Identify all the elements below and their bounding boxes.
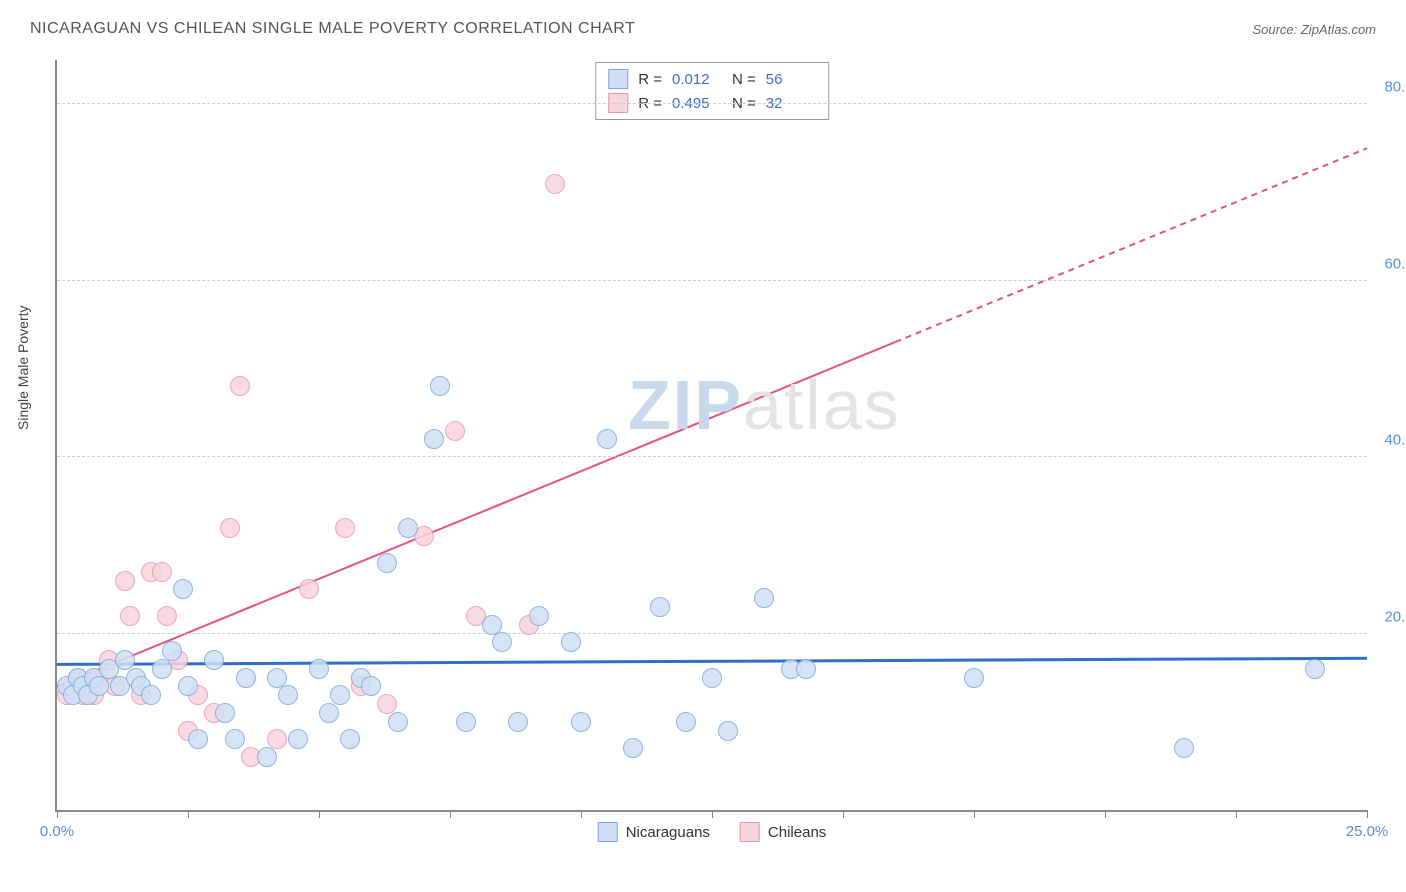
x-tick — [712, 810, 713, 818]
r-value-nicaraguans: 0.012 — [672, 71, 722, 88]
data-point — [796, 659, 816, 679]
data-point — [120, 606, 140, 626]
y-tick-label: 20.0% — [1384, 608, 1406, 625]
y-axis-label: Single Male Poverty — [15, 305, 31, 430]
x-tick — [1105, 810, 1106, 818]
bottom-legend: Nicaraguans Chileans — [598, 822, 827, 842]
data-point — [215, 703, 235, 723]
data-point — [225, 729, 245, 749]
legend-item-chileans: Chileans — [740, 822, 826, 842]
data-point — [157, 606, 177, 626]
data-point — [1174, 738, 1194, 758]
data-point — [571, 712, 591, 732]
data-point — [398, 518, 418, 538]
x-tick — [581, 810, 582, 818]
data-point — [330, 685, 350, 705]
watermark-atlas: atlas — [743, 366, 901, 444]
data-point — [220, 518, 240, 538]
legend-item-nicaraguans: Nicaraguans — [598, 822, 710, 842]
trend-lines-svg — [57, 60, 1367, 810]
data-point — [115, 571, 135, 591]
data-point — [288, 729, 308, 749]
gridline — [57, 103, 1367, 104]
data-point — [445, 421, 465, 441]
x-tick-label: 0.0% — [40, 823, 74, 840]
data-point — [545, 174, 565, 194]
data-point — [230, 376, 250, 396]
data-point — [597, 429, 617, 449]
data-point — [335, 518, 355, 538]
legend-swatch-nicaraguans-icon — [598, 822, 618, 842]
y-tick-label: 40.0% — [1384, 432, 1406, 449]
data-point — [377, 553, 397, 573]
watermark: ZIPatlas — [628, 365, 901, 445]
data-point — [141, 685, 161, 705]
data-point — [340, 729, 360, 749]
chart-title: NICARAGUAN VS CHILEAN SINGLE MALE POVERT… — [30, 20, 635, 38]
data-point — [361, 676, 381, 696]
data-point — [650, 597, 670, 617]
data-point — [561, 632, 581, 652]
data-point — [718, 721, 738, 741]
x-tick — [1367, 810, 1368, 818]
r-label: R = — [638, 71, 662, 88]
legend-swatch-chileans-icon — [740, 822, 760, 842]
n-value-nicaraguans: 56 — [766, 71, 816, 88]
data-point — [1305, 659, 1325, 679]
gridline — [57, 633, 1367, 634]
data-point — [188, 729, 208, 749]
data-point — [623, 738, 643, 758]
data-point — [173, 579, 193, 599]
y-tick-label: 60.0% — [1384, 255, 1406, 272]
data-point — [162, 641, 182, 661]
watermark-zip: ZIP — [628, 366, 743, 444]
data-point — [424, 429, 444, 449]
data-point — [299, 579, 319, 599]
data-point — [152, 562, 172, 582]
data-point — [529, 606, 549, 626]
x-tick — [843, 810, 844, 818]
chart-plot-area: R = 0.012 N = 56 R = 0.495 N = 32 ZIPatl… — [55, 60, 1367, 812]
data-point — [236, 668, 256, 688]
x-tick — [450, 810, 451, 818]
data-point — [430, 376, 450, 396]
data-point — [754, 588, 774, 608]
data-point — [267, 729, 287, 749]
data-point — [89, 676, 109, 696]
x-tick — [57, 810, 58, 818]
data-point — [257, 747, 277, 767]
swatch-nicaraguans-icon — [608, 69, 628, 89]
data-point — [508, 712, 528, 732]
gridline — [57, 456, 1367, 457]
x-tick — [319, 810, 320, 818]
data-point — [152, 659, 172, 679]
data-point — [204, 650, 224, 670]
data-point — [964, 668, 984, 688]
x-tick — [188, 810, 189, 818]
n-label: N = — [732, 71, 756, 88]
x-tick-label: 25.0% — [1346, 823, 1389, 840]
data-point — [388, 712, 408, 732]
data-point — [319, 703, 339, 723]
data-point — [492, 632, 512, 652]
x-tick — [1236, 810, 1237, 818]
data-point — [702, 668, 722, 688]
stats-row-nicaraguans: R = 0.012 N = 56 — [608, 67, 816, 91]
legend-label-nicaraguans: Nicaraguans — [626, 824, 710, 841]
x-tick — [974, 810, 975, 818]
gridline — [57, 280, 1367, 281]
stats-legend-box: R = 0.012 N = 56 R = 0.495 N = 32 — [595, 62, 829, 120]
data-point — [309, 659, 329, 679]
data-point — [456, 712, 476, 732]
source-label: Source: ZipAtlas.com — [1252, 22, 1376, 37]
y-tick-label: 80.0% — [1384, 79, 1406, 96]
data-point — [676, 712, 696, 732]
data-point — [178, 676, 198, 696]
data-point — [278, 685, 298, 705]
legend-label-chileans: Chileans — [768, 824, 826, 841]
